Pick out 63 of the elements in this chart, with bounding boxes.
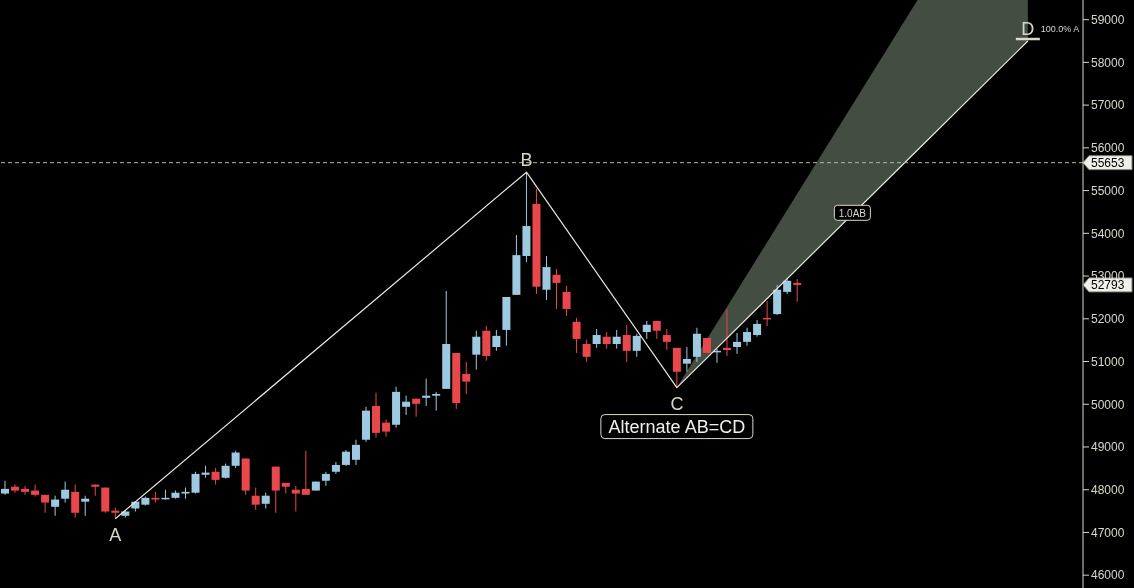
candlestick (191, 471, 200, 495)
candlestick (622, 324, 631, 363)
candlestick (552, 268, 561, 310)
y-tick-label: 57000 (1091, 98, 1125, 113)
y-tick-label: 47000 (1091, 525, 1125, 540)
candlestick (101, 487, 110, 514)
candlestick (382, 419, 391, 438)
annotation: Alternate AB=CD (608, 416, 746, 437)
candlestick (21, 485, 30, 496)
candlestick (612, 329, 621, 350)
candlestick (291, 485, 300, 513)
candlestick (492, 329, 501, 352)
y-tick-label: 49000 (1091, 440, 1125, 455)
candlestick (572, 317, 581, 354)
candlestick (71, 484, 80, 518)
candlestick (542, 255, 551, 301)
candlestick (582, 339, 591, 363)
ref-line-label: 55653 (1091, 156, 1125, 171)
candlestick (41, 494, 50, 514)
candlestick (321, 471, 330, 487)
y-tick-label: 48000 (1091, 482, 1125, 497)
annotation: C (670, 393, 684, 414)
candlestick (61, 481, 70, 504)
line-series (114, 40, 1029, 520)
candlestick (662, 328, 671, 351)
candlestick (412, 398, 421, 418)
candlestick (301, 450, 310, 496)
candlestick (271, 466, 280, 514)
candlestick (592, 328, 601, 349)
candlestick (723, 308, 731, 357)
annotation: 100.0% A (1040, 24, 1080, 35)
candlestick (472, 330, 481, 371)
candlestick (81, 495, 90, 517)
candlestick (562, 285, 571, 317)
annotation: A (109, 524, 122, 545)
annotation: 1.0AB (838, 207, 867, 219)
candlestick (692, 327, 701, 363)
y-tick-label: 59000 (1091, 12, 1125, 27)
candlestick (793, 278, 802, 303)
candlestick (432, 391, 441, 412)
candlestick (682, 346, 691, 373)
y-tick-label: 58000 (1091, 55, 1125, 70)
y-tick-label: 56000 (1091, 141, 1125, 156)
candlestick (462, 361, 471, 395)
candlestick (11, 484, 20, 494)
candlestick (51, 495, 60, 517)
y-tick-label: 51000 (1091, 354, 1125, 369)
y-tick-label: 46000 (1091, 568, 1125, 583)
candlestick (422, 378, 431, 407)
candlestick (31, 484, 40, 498)
annotation: D (1021, 19, 1035, 40)
y-tick-label: 54000 (1091, 226, 1125, 241)
candlestick (251, 487, 260, 511)
y-tick-label: 55000 (1091, 183, 1125, 198)
candlestick (672, 347, 681, 389)
candlestick (402, 395, 411, 416)
candlestick (351, 439, 360, 466)
candlestick (733, 332, 742, 355)
y-tick-label: 50000 (1091, 397, 1125, 412)
candlestick (1, 480, 9, 496)
annotation: B (520, 150, 533, 171)
candlestick (632, 333, 641, 358)
y-tick-label: 52000 (1091, 312, 1125, 327)
